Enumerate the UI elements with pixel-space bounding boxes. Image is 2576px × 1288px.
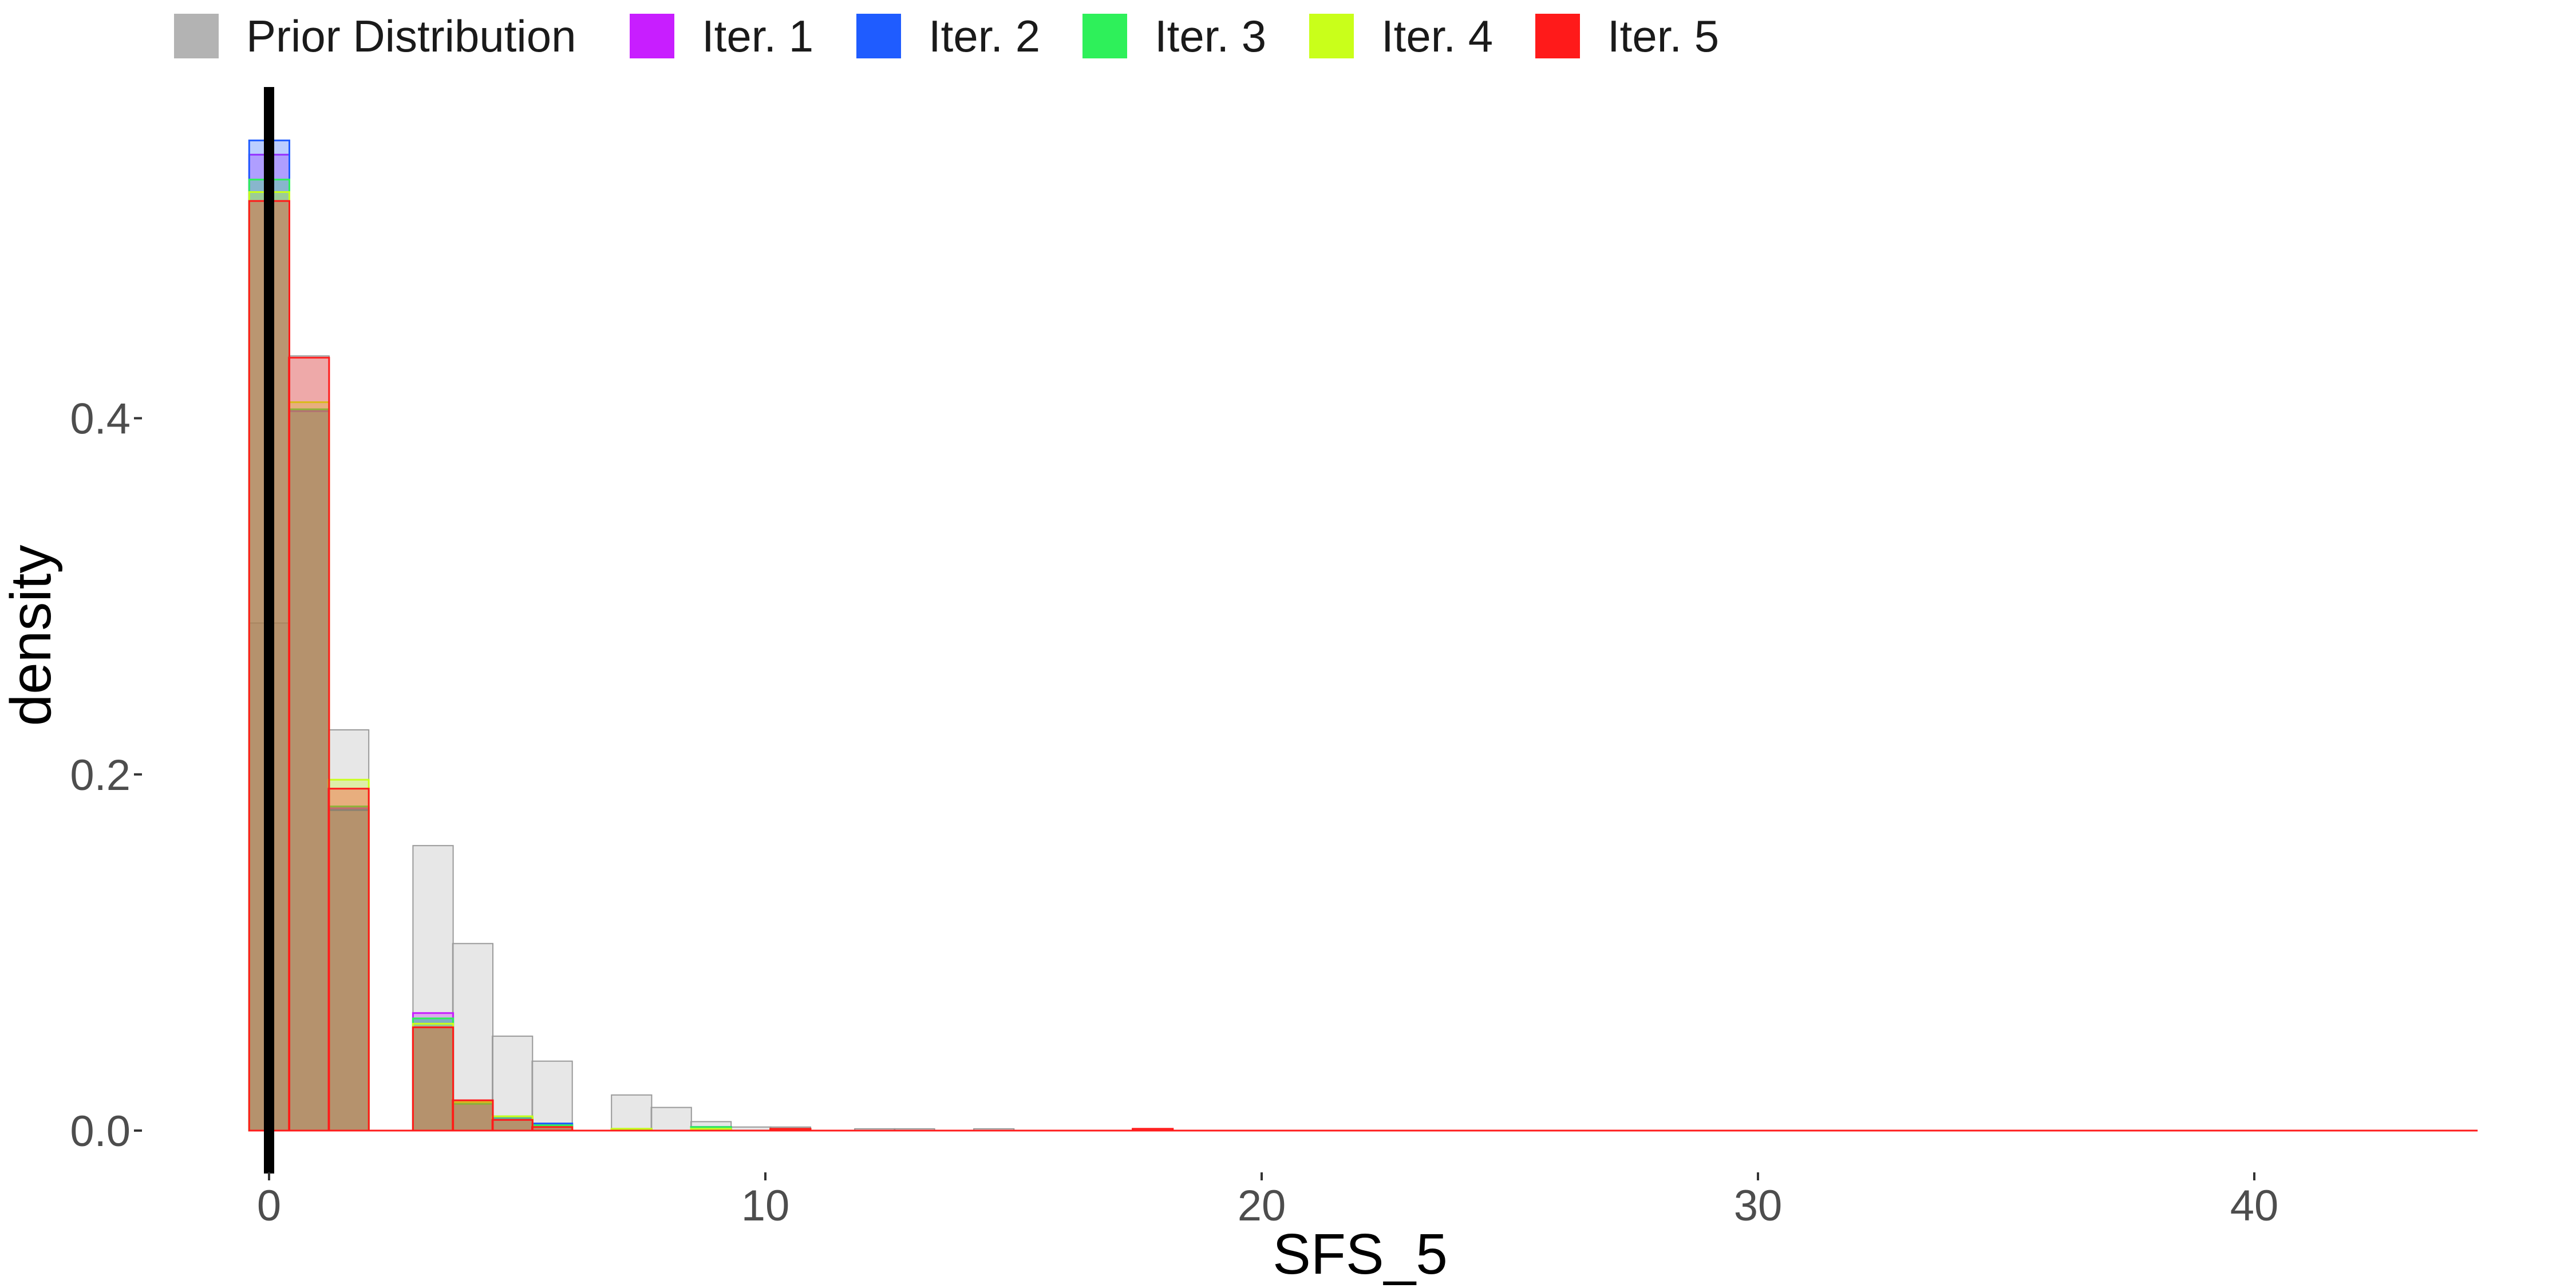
x-tick-label-0: 0 [257, 1182, 281, 1230]
bar-series-5-bin-4 [412, 1026, 455, 1132]
bar-series-4-bin-5 [452, 1101, 494, 1132]
legend-swatch-iter-4 [1309, 14, 1354, 58]
bar-series-2-bin-2 [327, 809, 370, 1132]
legend-swatch-iter-5 [1535, 14, 1580, 58]
bar-series-0-bin-2 [328, 729, 370, 1131]
x-axis-ticks: 0 10 20 30 40 [257, 1172, 2278, 1230]
chart-legend: Prior Distribution Iter. 1 Iter. 2 Iter.… [0, 0, 2576, 74]
legend-item-iter-1: Iter. 1 [630, 10, 813, 62]
y-axis-ticks: 0.0 0.2 0.4 [70, 395, 142, 1156]
legend-swatch-iter-1 [630, 14, 674, 58]
bar-series-5-bin-5 [452, 1099, 494, 1132]
legend-label-prior: Prior Distribution [246, 10, 576, 61]
legend-label-iter-2: Iter. 2 [929, 10, 1041, 61]
bar-series-4-bin-2 [327, 779, 370, 1132]
x-tick-label-2: 20 [1238, 1182, 1286, 1230]
legend-label-iter-3: Iter. 3 [1155, 10, 1267, 61]
legend-item-iter-2: Iter. 2 [856, 10, 1040, 62]
series-4 [248, 191, 812, 1132]
legend-swatch-iter-3 [1082, 14, 1127, 58]
x-axis-title: SFS_5 [1273, 1222, 1448, 1286]
y-tick-label-0: 0.0 [70, 1107, 131, 1156]
legend-label-iter-5: Iter. 5 [1607, 10, 1720, 61]
bar-series-0-bin-5 [452, 943, 493, 1132]
bar-series-0-bin-4 [412, 845, 454, 1131]
bar-series-0-bin-1 [288, 355, 330, 1132]
legend-swatch-prior [174, 14, 219, 58]
legend-swatch-iter-2 [856, 14, 901, 58]
legend-label-iter-4: Iter. 4 [1381, 10, 1494, 61]
y-tick-label-2: 0.4 [70, 395, 131, 444]
legend-label-iter-1: Iter. 1 [702, 10, 814, 61]
series-5 [248, 200, 1174, 1132]
x-tick-label-3: 30 [1734, 1182, 1783, 1230]
legend-item-iter-5: Iter. 5 [1535, 10, 1719, 62]
legend-item-iter-4: Iter. 4 [1309, 10, 1493, 62]
bar-series-5-bin-2 [327, 788, 370, 1132]
bar-series-0-bin-10 [650, 1107, 692, 1131]
bar-series-0-bin-6 [492, 1036, 534, 1131]
histogram-bars [248, 139, 2478, 1132]
x-tick-label-1: 10 [741, 1182, 790, 1230]
y-tick-label-1: 0.2 [70, 751, 131, 800]
legend-item-prior: Prior Distribution [174, 10, 576, 62]
y-axis-title: density [0, 545, 63, 726]
bar-series-5-bin-6 [491, 1119, 534, 1132]
bar-series-5-bin-1 [288, 357, 330, 1132]
legend-item-iter-3: Iter. 3 [1082, 10, 1266, 62]
bar-series-0-bin-9 [611, 1094, 653, 1132]
bar-series-0-bin-7 [531, 1060, 573, 1131]
x-tick-label-4: 40 [2230, 1182, 2279, 1230]
